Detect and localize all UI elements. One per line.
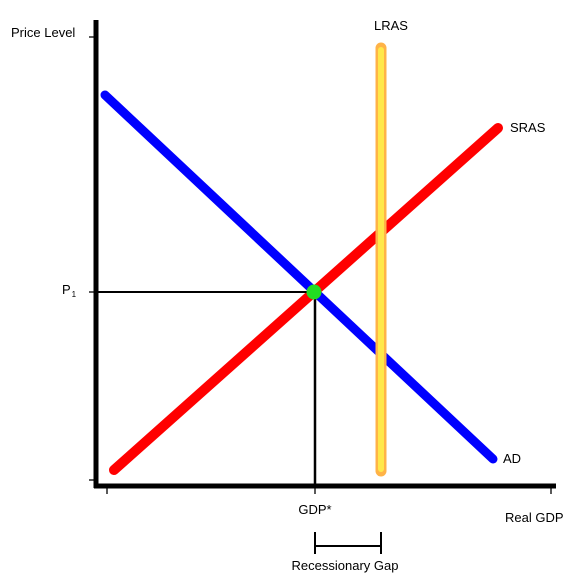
lras-label: LRAS	[374, 18, 408, 33]
ad-label: AD	[503, 451, 521, 466]
p1-label-subscript: 1	[72, 290, 77, 299]
sras-curve	[109, 123, 503, 475]
p1-label-main: P	[62, 282, 71, 297]
x-axis-label: Real GDP	[505, 510, 564, 525]
equilibrium-point	[306, 284, 322, 300]
y-axis-label: Price Level	[11, 25, 75, 40]
sras-label: SRAS	[510, 120, 546, 135]
ad-curve	[100, 90, 498, 464]
p1-label: P1	[62, 282, 77, 299]
recessionary-gap-label: Recessionary Gap	[292, 558, 399, 573]
gdp-star-label: GDP*	[298, 502, 331, 517]
